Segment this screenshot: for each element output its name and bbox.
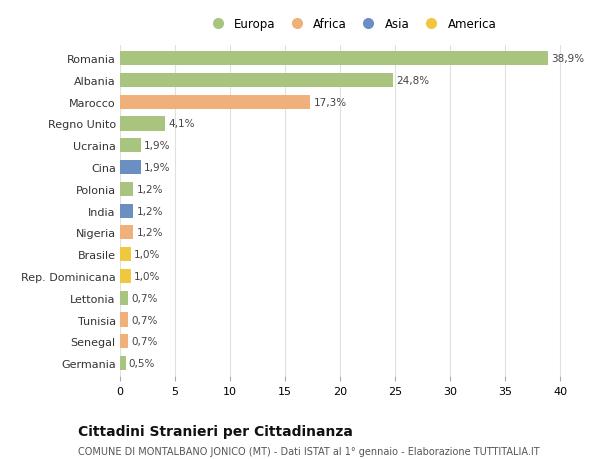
Text: 1,2%: 1,2% <box>137 228 163 238</box>
Bar <box>120 52 548 66</box>
Bar <box>120 73 393 88</box>
Bar <box>120 161 141 175</box>
Bar <box>120 313 128 327</box>
Bar <box>120 335 128 349</box>
Text: 1,9%: 1,9% <box>144 141 170 151</box>
Text: 38,9%: 38,9% <box>551 54 584 64</box>
Text: 1,0%: 1,0% <box>134 250 161 260</box>
Text: Cittadini Stranieri per Cittadinanza: Cittadini Stranieri per Cittadinanza <box>78 425 353 438</box>
Text: 1,9%: 1,9% <box>144 162 170 173</box>
Bar <box>120 95 310 110</box>
Bar <box>120 226 133 240</box>
Bar <box>120 182 133 196</box>
Bar <box>120 269 131 283</box>
Bar <box>120 291 128 305</box>
Bar <box>120 204 133 218</box>
Text: 0,7%: 0,7% <box>131 315 157 325</box>
Bar <box>120 139 141 153</box>
Text: 0,7%: 0,7% <box>131 293 157 303</box>
Bar <box>120 117 165 131</box>
Text: 24,8%: 24,8% <box>396 76 429 86</box>
Bar <box>120 356 125 370</box>
Text: 17,3%: 17,3% <box>314 97 347 107</box>
Legend: Europa, Africa, Asia, America: Europa, Africa, Asia, America <box>203 16 499 33</box>
Text: 4,1%: 4,1% <box>169 119 195 129</box>
Bar <box>120 247 131 262</box>
Text: COMUNE DI MONTALBANO JONICO (MT) - Dati ISTAT al 1° gennaio - Elaborazione TUTTI: COMUNE DI MONTALBANO JONICO (MT) - Dati … <box>78 446 539 456</box>
Text: 1,0%: 1,0% <box>134 271 161 281</box>
Text: 0,7%: 0,7% <box>131 336 157 347</box>
Text: 1,2%: 1,2% <box>137 206 163 216</box>
Text: 1,2%: 1,2% <box>137 185 163 195</box>
Text: 0,5%: 0,5% <box>129 358 155 368</box>
